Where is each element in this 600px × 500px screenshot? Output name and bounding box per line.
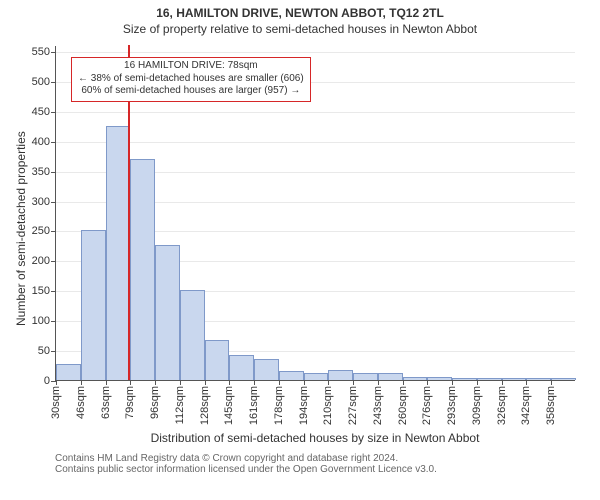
- histogram-bar: [427, 377, 452, 380]
- x-tick-label: 178sqm: [273, 386, 285, 425]
- x-tick-label: 63sqm: [100, 386, 112, 419]
- x-tick-mark: [378, 380, 379, 385]
- x-tick-mark: [180, 380, 181, 385]
- annotation-line: ← 38% of semi-detached houses are smalle…: [78, 73, 304, 86]
- footer-line-2: Contains public sector information licen…: [55, 464, 437, 475]
- y-tick-label: 200: [32, 255, 56, 267]
- histogram-bar: [229, 355, 254, 380]
- histogram-bar: [353, 373, 378, 380]
- histogram-bar: [205, 340, 230, 380]
- gridline: [56, 112, 575, 113]
- footer-line-1: Contains HM Land Registry data © Crown c…: [55, 453, 437, 464]
- x-tick-mark: [427, 380, 428, 385]
- page-subtitle: Size of property relative to semi-detach…: [0, 20, 600, 36]
- x-tick-mark: [477, 380, 478, 385]
- x-tick-mark: [130, 380, 131, 385]
- x-tick-mark: [155, 380, 156, 385]
- x-tick-label: 326sqm: [496, 386, 508, 425]
- histogram-bar: [328, 370, 353, 380]
- histogram-bar: [477, 378, 502, 380]
- x-tick-mark: [254, 380, 255, 385]
- y-tick-label: 300: [32, 196, 56, 208]
- histogram-bar: [155, 245, 180, 380]
- x-tick-mark: [328, 380, 329, 385]
- histogram-bar: [106, 126, 131, 380]
- y-tick-label: 550: [32, 46, 56, 58]
- x-tick-mark: [56, 380, 57, 385]
- annotation-line: 16 HAMILTON DRIVE: 78sqm: [78, 60, 304, 73]
- y-tick-label: 500: [32, 76, 56, 88]
- y-tick-label: 250: [32, 225, 56, 237]
- y-tick-label: 50: [38, 345, 56, 357]
- x-tick-label: 161sqm: [248, 386, 260, 425]
- x-tick-label: 276sqm: [421, 386, 433, 425]
- x-tick-mark: [229, 380, 230, 385]
- histogram-bar: [378, 373, 403, 380]
- histogram-bar: [526, 378, 551, 380]
- x-tick-label: 309sqm: [471, 386, 483, 425]
- x-tick-label: 227sqm: [347, 386, 359, 425]
- y-tick-label: 150: [32, 285, 56, 297]
- page-title: 16, HAMILTON DRIVE, NEWTON ABBOT, TQ12 2…: [0, 0, 600, 20]
- x-tick-label: 96sqm: [149, 386, 161, 419]
- histogram-bar: [254, 359, 279, 380]
- x-tick-label: 243sqm: [372, 386, 384, 425]
- x-tick-mark: [551, 380, 552, 385]
- x-tick-label: 293sqm: [446, 386, 458, 425]
- histogram-bar: [279, 371, 304, 380]
- x-tick-label: 210sqm: [322, 386, 334, 425]
- y-tick-label: 100: [32, 315, 56, 327]
- x-tick-mark: [403, 380, 404, 385]
- footer-attribution: Contains HM Land Registry data © Crown c…: [55, 453, 437, 475]
- histogram-bar: [180, 290, 205, 380]
- gridline: [56, 52, 575, 53]
- histogram-bar: [56, 364, 81, 380]
- histogram-bar: [304, 373, 329, 380]
- histogram-bar: [81, 230, 106, 380]
- x-tick-mark: [106, 380, 107, 385]
- gridline: [56, 142, 575, 143]
- x-tick-mark: [279, 380, 280, 385]
- x-tick-mark: [304, 380, 305, 385]
- x-tick-mark: [452, 380, 453, 385]
- histogram-bar: [551, 378, 576, 380]
- y-axis-label: Number of semi-detached properties: [14, 131, 28, 326]
- indicator-annotation: 16 HAMILTON DRIVE: 78sqm← 38% of semi-de…: [71, 57, 311, 102]
- y-tick-label: 350: [32, 166, 56, 178]
- x-axis-label: Distribution of semi-detached houses by …: [55, 431, 575, 445]
- x-tick-label: 30sqm: [50, 386, 62, 419]
- x-tick-mark: [81, 380, 82, 385]
- x-tick-label: 145sqm: [223, 386, 235, 425]
- histogram-bar: [130, 159, 155, 380]
- x-tick-label: 46sqm: [75, 386, 87, 419]
- y-tick-label: 450: [32, 106, 56, 118]
- histogram-bar: [502, 378, 527, 380]
- x-tick-label: 79sqm: [124, 386, 136, 419]
- x-tick-mark: [526, 380, 527, 385]
- x-tick-label: 342sqm: [520, 386, 532, 425]
- x-tick-label: 194sqm: [298, 386, 310, 425]
- histogram-bar: [452, 378, 477, 380]
- x-tick-label: 112sqm: [174, 386, 186, 424]
- x-tick-label: 260sqm: [397, 386, 409, 425]
- y-tick-label: 400: [32, 136, 56, 148]
- histogram-bar: [403, 377, 428, 380]
- annotation-line: 60% of semi-detached houses are larger (…: [78, 85, 304, 98]
- x-tick-label: 358sqm: [545, 386, 557, 425]
- x-tick-label: 128sqm: [199, 386, 211, 425]
- x-tick-mark: [502, 380, 503, 385]
- x-tick-mark: [353, 380, 354, 385]
- x-tick-mark: [205, 380, 206, 385]
